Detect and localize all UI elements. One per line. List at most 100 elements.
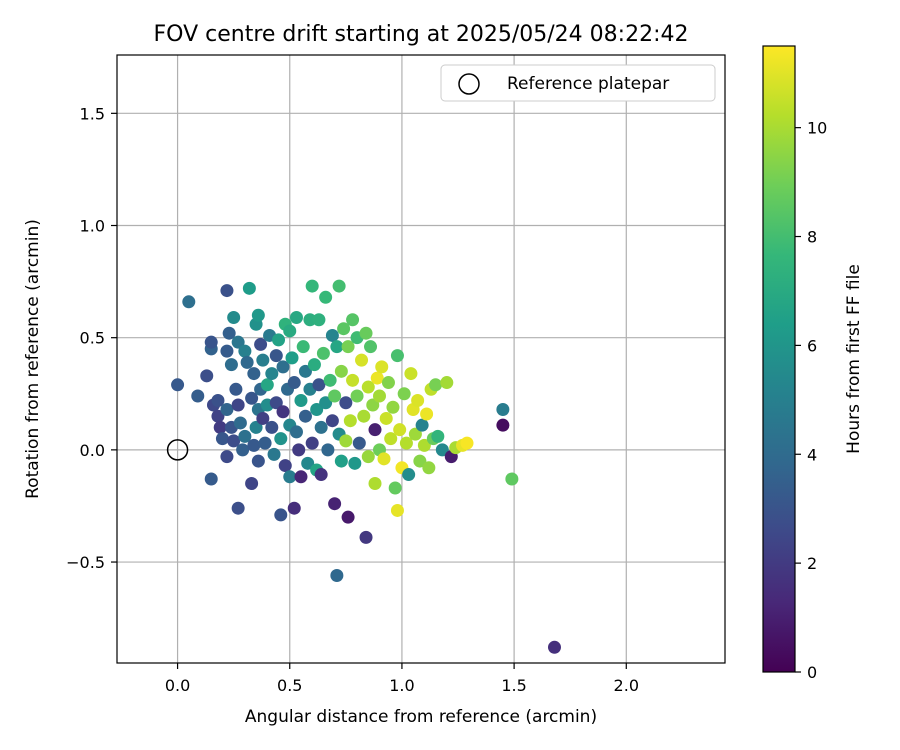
- data-point: [496, 418, 510, 432]
- data-point: [372, 389, 386, 403]
- data-point: [341, 510, 355, 524]
- data-point: [359, 326, 373, 340]
- data-point: [301, 456, 315, 470]
- data-point: [388, 481, 402, 495]
- y-tick-label: 1.0: [80, 217, 105, 236]
- data-point: [460, 436, 474, 450]
- data-point: [339, 434, 353, 448]
- data-point: [370, 371, 384, 385]
- data-point: [171, 378, 185, 392]
- data-point: [222, 326, 236, 340]
- data-point: [368, 477, 382, 491]
- data-point: [296, 340, 310, 354]
- x-tick-label: 2.0: [614, 676, 639, 695]
- data-point: [245, 477, 259, 491]
- data-point: [211, 394, 225, 408]
- data-point: [251, 308, 265, 322]
- colorbar-tick-label: 0: [807, 663, 817, 682]
- data-point: [211, 409, 225, 423]
- grid-lines: [117, 55, 725, 663]
- data-point: [242, 281, 256, 295]
- data-point: [298, 364, 312, 378]
- data-point: [251, 454, 265, 468]
- colorbar-tick-label: 4: [807, 445, 817, 464]
- data-point: [294, 394, 308, 408]
- data-point: [269, 349, 283, 363]
- data-point: [283, 324, 297, 338]
- data-point: [287, 376, 301, 390]
- data-point: [386, 400, 400, 414]
- data-point: [256, 353, 270, 367]
- data-point: [496, 402, 510, 416]
- data-point: [220, 344, 234, 358]
- data-point: [328, 497, 342, 511]
- data-point: [390, 349, 404, 363]
- data-point: [348, 456, 362, 470]
- data-point: [204, 335, 218, 349]
- data-point: [330, 569, 344, 583]
- data-point: [399, 436, 413, 450]
- data-point: [231, 335, 245, 349]
- x-tick-label: 0.0: [165, 676, 190, 695]
- data-point: [292, 443, 306, 457]
- data-point: [276, 360, 290, 374]
- y-axis-ticks: −0.5 0.0 0.5 1.0 1.5: [66, 104, 117, 572]
- data-point: [278, 459, 292, 473]
- data-point: [339, 396, 353, 410]
- y-tick-label: 0.5: [80, 329, 105, 348]
- data-point: [355, 353, 369, 367]
- data-point: [420, 407, 434, 421]
- data-point: [314, 468, 328, 482]
- chart-title: FOV centre drift starting at 2025/05/24 …: [154, 22, 689, 47]
- data-point: [238, 344, 252, 358]
- data-point: [440, 376, 454, 390]
- data-point: [200, 369, 214, 383]
- data-point: [303, 313, 317, 327]
- data-point: [330, 340, 344, 354]
- data-point: [390, 503, 404, 517]
- colorbar-tick-label: 2: [807, 554, 817, 573]
- y-tick-label: 1.5: [80, 104, 105, 123]
- data-point: [272, 333, 286, 347]
- y-tick-label: −0.5: [66, 553, 105, 572]
- colorbar-tick-label: 6: [807, 336, 817, 355]
- data-point: [334, 454, 348, 468]
- data-point: [368, 423, 382, 437]
- data-point: [258, 436, 272, 450]
- data-point: [285, 351, 299, 365]
- data-point: [247, 438, 261, 452]
- data-point: [350, 389, 364, 403]
- data-point: [227, 434, 241, 448]
- data-point: [283, 470, 297, 484]
- data-point: [417, 438, 431, 452]
- data-point: [341, 340, 355, 354]
- legend-marker-icon: [458, 73, 480, 95]
- data-point: [314, 420, 328, 434]
- colorbar-ticks: 0 2 4 6 8 10: [795, 119, 827, 682]
- data-point: [334, 364, 348, 378]
- y-axis-label: Rotation from reference (arcmin): [23, 219, 43, 499]
- colorbar-fill: [763, 46, 795, 672]
- data-point: [305, 436, 319, 450]
- data-point: [245, 391, 259, 405]
- data-point: [321, 443, 335, 457]
- data-point: [182, 295, 196, 309]
- data-point: [431, 429, 445, 443]
- data-point: [220, 450, 234, 464]
- data-point: [294, 470, 308, 484]
- data-point: [265, 367, 279, 381]
- data-point: [325, 328, 339, 342]
- legend: Reference platepar: [440, 64, 716, 102]
- data-point: [265, 420, 279, 434]
- data-point: [384, 432, 398, 446]
- data-point: [260, 378, 274, 392]
- data-point: [227, 310, 241, 324]
- y-tick-label: 0.0: [80, 441, 105, 460]
- data-point: [287, 501, 301, 515]
- data-point: [289, 310, 303, 324]
- x-tick-label: 1.5: [501, 676, 526, 695]
- data-point: [276, 405, 290, 419]
- data-point: [408, 427, 422, 441]
- data-point: [233, 416, 247, 430]
